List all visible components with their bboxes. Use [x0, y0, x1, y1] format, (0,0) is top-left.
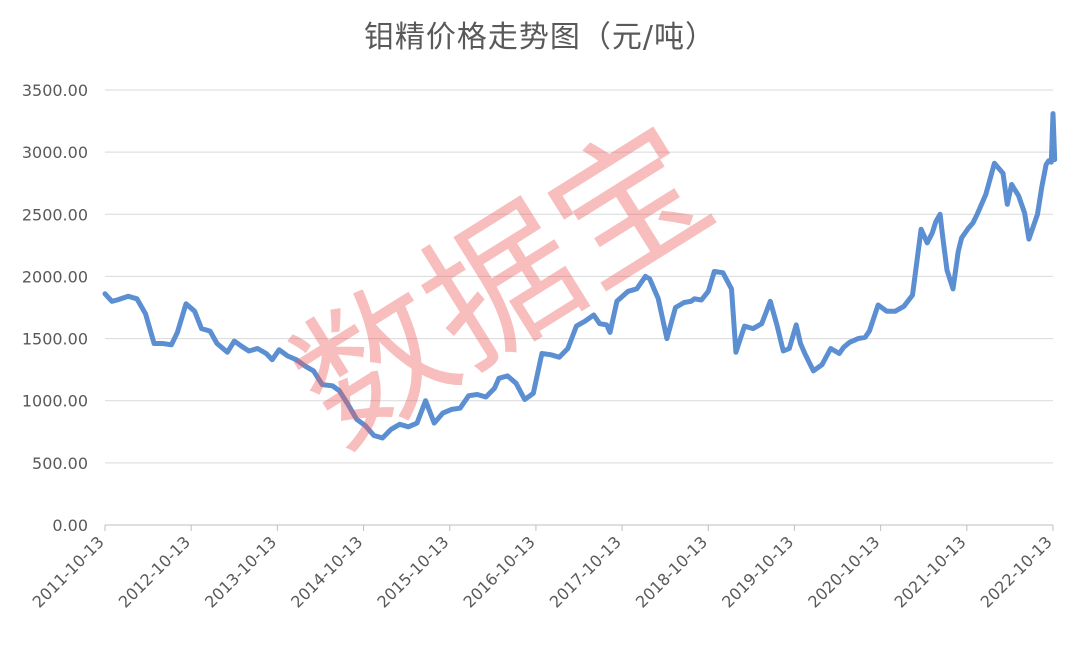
x-tick-label: 2018-10-13	[632, 532, 711, 611]
gridlines	[105, 89, 1053, 526]
chart-title: 钼精价格走势图（元/吨）	[363, 20, 717, 55]
x-axis: 2011-10-13 2012-10-13 2013-10-13 2014-10-13…	[29, 525, 1056, 612]
x-tick-label: 2011-10-13	[29, 532, 108, 611]
y-axis: 0.00 500.00 1000.00 1500.00 2000.00 2500.00 30…	[22, 81, 88, 535]
x-tick-label: 2015-10-13	[373, 532, 452, 611]
series-group	[102, 111, 1058, 441]
y-tick-label: 1000.00	[22, 392, 88, 411]
series-line	[102, 111, 1058, 441]
y-tick-label: 3500.00	[22, 81, 88, 100]
y-tick-label: 3000.00	[22, 143, 88, 162]
watermark: 数据宝	[266, 94, 740, 480]
y-tick-label: 1500.00	[22, 330, 88, 349]
x-tick-label: 2017-10-13	[546, 532, 625, 611]
y-tick-label: 2000.00	[22, 267, 88, 286]
x-tick-label: 2014-10-13	[287, 532, 366, 611]
y-tick-label: 2500.00	[22, 205, 88, 224]
watermark-text: 数据宝	[266, 94, 740, 480]
y-tick-label: 0.00	[52, 516, 88, 535]
x-tick-label: 2013-10-13	[201, 532, 280, 611]
x-tick-label: 2021-10-13	[890, 532, 969, 611]
x-tick-label: 2022-10-13	[977, 532, 1056, 611]
y-tick-label: 500.00	[32, 454, 88, 473]
x-tick-label: 2019-10-13	[718, 532, 797, 611]
x-tick-label: 2016-10-13	[460, 532, 539, 611]
x-tick-label: 2012-10-13	[115, 532, 194, 611]
x-tick-label: 2020-10-13	[804, 532, 883, 611]
